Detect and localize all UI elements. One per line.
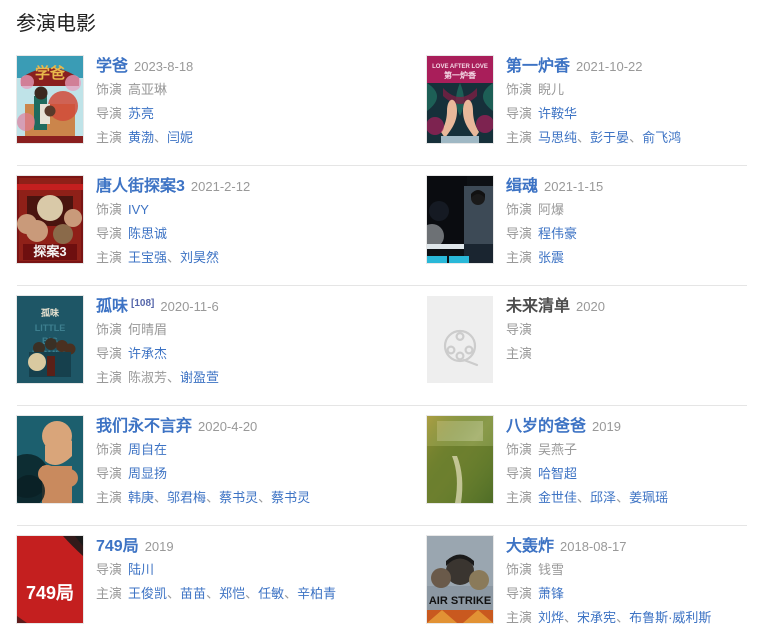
svg-text:学爸: 学爸: [35, 64, 65, 82]
svg-text:LITTLE: LITTLE: [35, 323, 66, 333]
svg-text:LOVE AFTER LOVE: LOVE AFTER LOVE: [432, 64, 488, 70]
svg-text:第一炉香: 第一炉香: [444, 70, 477, 80]
svg-text:749局: 749局: [26, 583, 74, 603]
svg-text:孤味: 孤味: [41, 307, 59, 318]
svg-text:AIR STRIKE: AIR STRIKE: [429, 595, 491, 607]
svg-text:探案3: 探案3: [33, 244, 66, 259]
